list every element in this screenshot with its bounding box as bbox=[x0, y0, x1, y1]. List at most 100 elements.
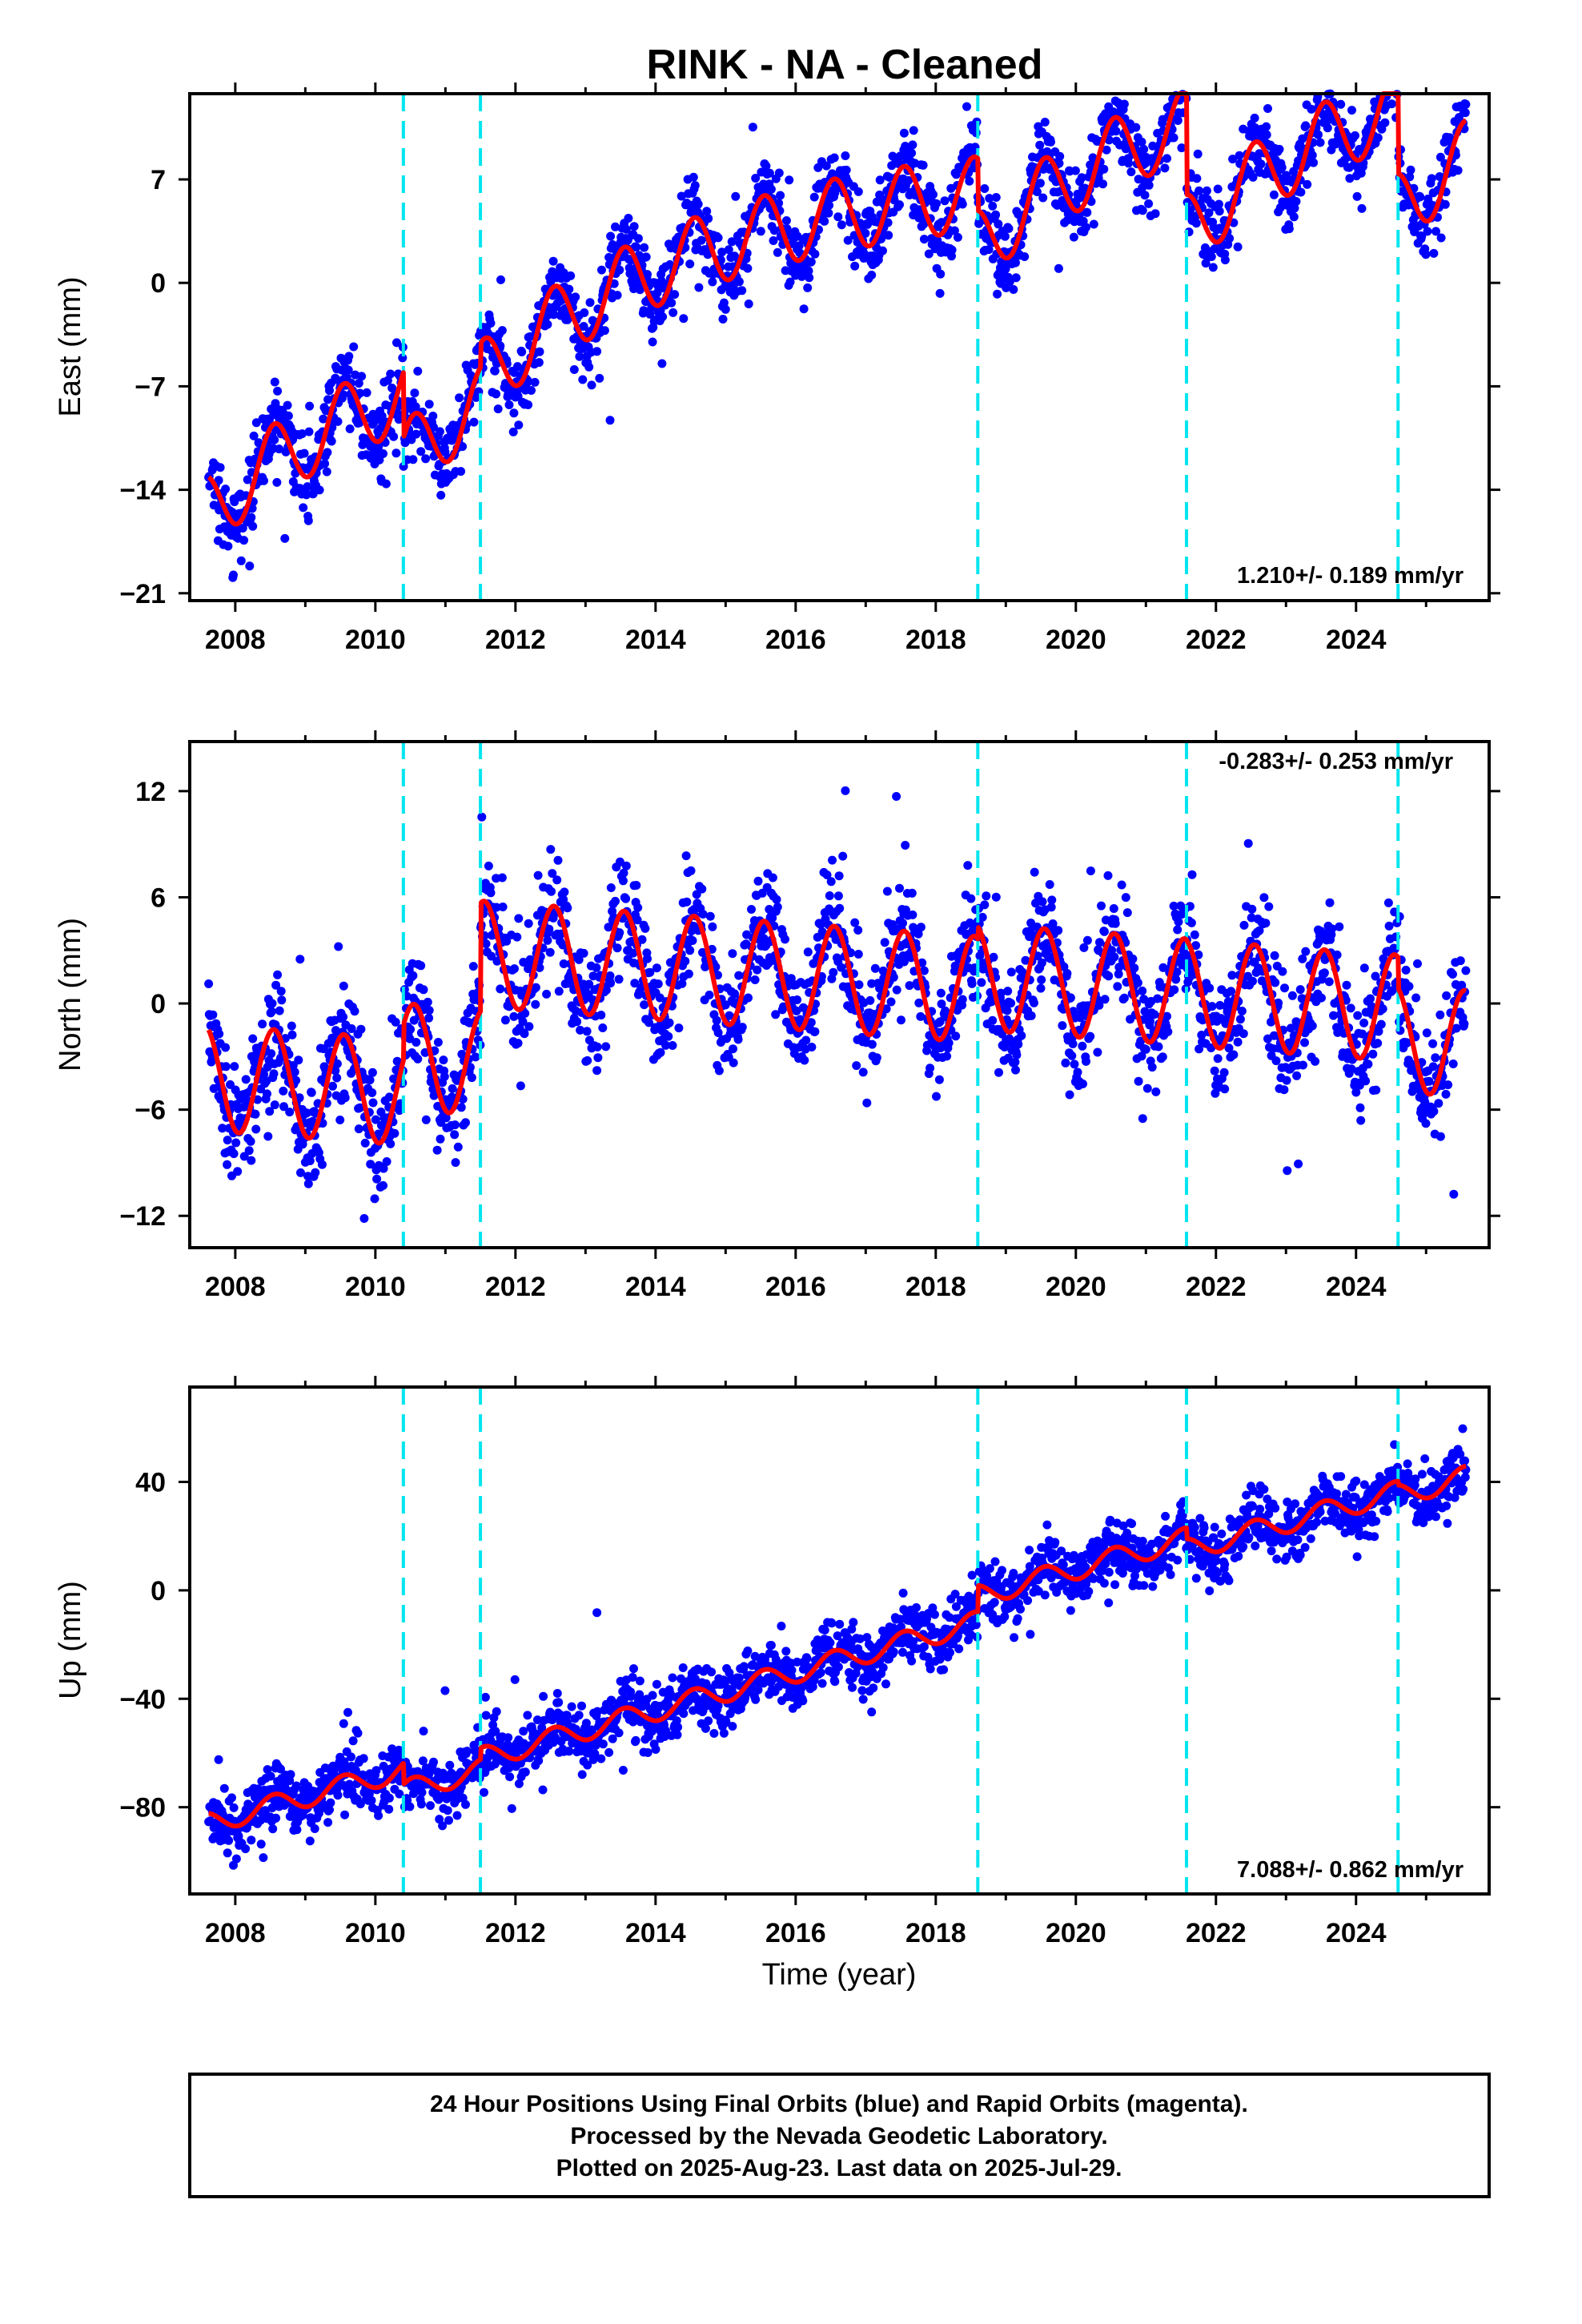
east-data-point bbox=[907, 148, 917, 158]
east-rate-label: 1.210+/- 0.189 mm/yr bbox=[1237, 563, 1464, 589]
north-data-point bbox=[596, 1011, 606, 1019]
east-x-tick-label: 2018 bbox=[905, 625, 966, 655]
east-data-point bbox=[323, 448, 332, 457]
east-data-point bbox=[1380, 118, 1390, 127]
up-data-point bbox=[492, 1707, 501, 1716]
north-data-point bbox=[1047, 895, 1057, 905]
east-data-point bbox=[354, 379, 363, 388]
north-x-tick-label: 2020 bbox=[1046, 1272, 1106, 1302]
north-data-point bbox=[858, 1068, 868, 1077]
east-data-point bbox=[751, 174, 761, 183]
north-data-point bbox=[898, 919, 907, 928]
east-y-axis-label: East (mm) bbox=[54, 276, 87, 416]
east-data-point bbox=[251, 418, 261, 428]
up-data-point bbox=[271, 1813, 281, 1823]
up-data-point bbox=[507, 1803, 516, 1813]
north-data-point bbox=[907, 888, 917, 898]
east-data-point bbox=[549, 310, 559, 320]
north-data-point bbox=[524, 1022, 534, 1031]
north-data-point bbox=[1163, 1027, 1173, 1036]
up-data-point bbox=[229, 1803, 239, 1812]
north-data-point bbox=[1174, 917, 1183, 927]
north-data-point bbox=[285, 1108, 295, 1117]
north-data-point bbox=[1307, 1021, 1317, 1031]
north-data-point bbox=[1086, 866, 1095, 875]
north-data-point bbox=[524, 919, 533, 928]
north-data-point bbox=[835, 903, 845, 913]
north-data-point bbox=[416, 961, 426, 971]
east-data-point bbox=[713, 233, 723, 243]
east-data-point bbox=[492, 389, 501, 399]
north-event-lines bbox=[401, 742, 1400, 1248]
east-data-point bbox=[490, 366, 500, 376]
north-data-point bbox=[340, 1093, 350, 1103]
east-data-point bbox=[357, 372, 367, 381]
north-data-point bbox=[448, 1084, 457, 1093]
east-data-point bbox=[283, 400, 292, 410]
up-data-point bbox=[384, 1793, 394, 1803]
north-data-point bbox=[307, 1088, 316, 1097]
east-data-point bbox=[517, 348, 527, 356]
east-data-point bbox=[615, 265, 624, 275]
north-data-point bbox=[1270, 951, 1279, 960]
north-data-point bbox=[1154, 1042, 1163, 1051]
north-data-point bbox=[1448, 1059, 1458, 1068]
east-data-point bbox=[612, 291, 622, 300]
east-x-tick-label: 2010 bbox=[345, 625, 406, 655]
east-data-point bbox=[530, 377, 540, 387]
north-y-tick-label: −12 bbox=[119, 1201, 166, 1232]
north-data-point bbox=[1173, 925, 1182, 935]
east-data-point bbox=[1138, 206, 1147, 215]
east-data-point bbox=[825, 200, 834, 210]
north-data-point bbox=[1361, 1076, 1371, 1086]
east-data-point bbox=[953, 232, 962, 242]
north-data-point bbox=[592, 1042, 602, 1051]
north-data-point bbox=[1190, 930, 1199, 939]
north-data-point bbox=[966, 894, 976, 903]
east-data-point bbox=[283, 411, 293, 420]
north-data-point bbox=[1271, 1056, 1281, 1066]
north-data-point bbox=[433, 1038, 443, 1047]
east-data-point bbox=[731, 191, 741, 201]
up-data-point bbox=[340, 1810, 350, 1819]
east-data-point bbox=[611, 222, 620, 231]
east-y-tick-label: −7 bbox=[135, 372, 166, 402]
north-data-point bbox=[1359, 1018, 1369, 1027]
north-data-point bbox=[897, 1015, 905, 1025]
east-data-point bbox=[605, 416, 615, 425]
north-data-point bbox=[914, 998, 924, 1007]
north-data-point bbox=[944, 1038, 954, 1047]
north-data-point bbox=[531, 999, 540, 1009]
up-data-point bbox=[353, 1728, 363, 1738]
north-data-point bbox=[223, 1160, 232, 1169]
north-x-tick-label: 2008 bbox=[205, 1272, 266, 1302]
east-data-point bbox=[571, 292, 580, 302]
east-data-point bbox=[1301, 121, 1311, 131]
east-data-point bbox=[272, 477, 282, 487]
north-data-point bbox=[852, 1061, 861, 1071]
east-data-point bbox=[273, 386, 283, 396]
east-data-point bbox=[1436, 233, 1446, 243]
north-data-point bbox=[1187, 870, 1197, 879]
north-data-point bbox=[1353, 1011, 1363, 1020]
east-data-point bbox=[1126, 167, 1136, 177]
north-data-point bbox=[510, 964, 519, 974]
north-data-point bbox=[221, 1043, 231, 1052]
north-data-point bbox=[1243, 838, 1253, 848]
up-data-point bbox=[323, 1818, 333, 1827]
north-data-point bbox=[1239, 920, 1249, 930]
north-data-point bbox=[1078, 1080, 1087, 1088]
east-data-point bbox=[1427, 174, 1436, 183]
east-data-point bbox=[1195, 186, 1204, 195]
east-data-point bbox=[702, 207, 712, 216]
east-data-point bbox=[297, 429, 307, 439]
up-data-point bbox=[480, 1692, 490, 1702]
east-data-point bbox=[737, 286, 747, 296]
north-data-point bbox=[554, 987, 564, 996]
east-data-point bbox=[1415, 192, 1425, 202]
north-data-point bbox=[1086, 1031, 1095, 1041]
east-data-point bbox=[600, 326, 609, 336]
north-data-point bbox=[988, 1015, 998, 1025]
north-data-point bbox=[853, 950, 863, 959]
